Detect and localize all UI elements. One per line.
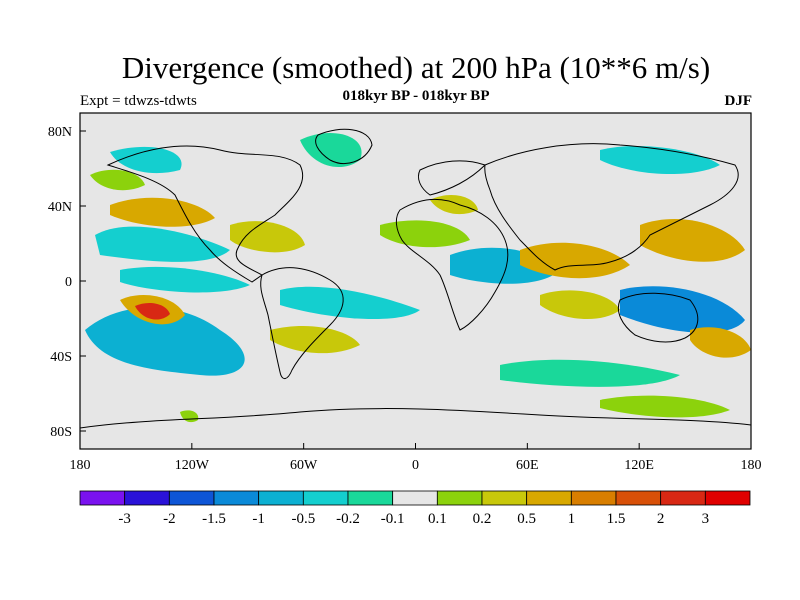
lat-tick-label: 40S bbox=[50, 350, 72, 365]
colorbar-swatch bbox=[302, 490, 349, 506]
colorbar-label: -2 bbox=[163, 511, 176, 527]
contour-patch bbox=[135, 302, 170, 320]
colorbar-swatch bbox=[615, 490, 662, 506]
contour-patch bbox=[640, 219, 745, 262]
colorbar: -3 -2 -1.5 -1 -0.5 -0.2 -0.1 0.1 0.2 0.5 1 1.5 2 3 bbox=[79, 490, 751, 527]
contour-patch bbox=[85, 307, 245, 376]
latitude-axis: 80N 40N 0 40S 80S bbox=[48, 125, 86, 440]
colorbar-swatch bbox=[347, 490, 394, 506]
contour-patch bbox=[280, 286, 420, 320]
plot-title: Divergence (smoothed) at 200 hPa (10**6 … bbox=[121, 50, 711, 85]
lon-tick-label: 120E bbox=[624, 458, 654, 473]
plot-subtitle: 018kyr BP - 018kyr BP bbox=[342, 88, 490, 104]
divergence-field bbox=[80, 128, 751, 429]
season-label: DJF bbox=[724, 93, 753, 109]
colorbar-label: -1 bbox=[252, 511, 265, 527]
lat-tick-label: 0 bbox=[65, 275, 72, 290]
colorbar-swatch bbox=[704, 490, 751, 506]
lat-tick-label: 80S bbox=[50, 425, 72, 440]
colorbar-swatch bbox=[392, 490, 438, 506]
contour-patch bbox=[120, 266, 250, 293]
colorbar-swatch bbox=[526, 490, 572, 506]
coastlines bbox=[80, 128, 751, 429]
colorbar-swatch bbox=[168, 490, 215, 506]
contour-patch bbox=[690, 327, 751, 358]
colorbar-swatch bbox=[660, 490, 706, 506]
colorbar-swatch bbox=[79, 490, 126, 506]
contour-patch bbox=[90, 169, 145, 191]
contour-patch bbox=[95, 226, 230, 262]
lat-tick-label: 80N bbox=[48, 125, 72, 140]
contour-patch bbox=[270, 325, 360, 354]
colorbar-label: 0.2 bbox=[473, 511, 492, 527]
lon-tick-label: 0 bbox=[412, 458, 419, 473]
lon-tick-label: 180 bbox=[70, 458, 91, 473]
contour-patch bbox=[110, 197, 215, 227]
colorbar-label: 1 bbox=[568, 511, 576, 527]
contour-patch bbox=[110, 146, 182, 174]
longitude-axis: 180 120W 60W 0 60E 120E 180 bbox=[70, 443, 762, 473]
colorbar-swatch bbox=[570, 490, 617, 506]
contour-patch bbox=[540, 290, 620, 320]
colorbar-label: 3 bbox=[702, 511, 710, 527]
lon-tick-label: 60W bbox=[290, 458, 318, 473]
contour-patch bbox=[600, 395, 730, 418]
colorbar-swatch bbox=[213, 490, 260, 506]
colorbar-swatch bbox=[436, 490, 483, 506]
lat-tick-label: 40N bbox=[48, 200, 72, 215]
colorbar-label: 2 bbox=[657, 511, 665, 527]
colorbar-label: 0.5 bbox=[517, 511, 536, 527]
contour-patch bbox=[230, 221, 305, 253]
lon-tick-label: 180 bbox=[741, 458, 762, 473]
colorbar-label: 1.5 bbox=[607, 511, 626, 527]
contour-patch bbox=[620, 286, 745, 333]
contour-patch bbox=[520, 242, 630, 279]
experiment-label: Expt = tdwzs-tdwts bbox=[80, 93, 197, 109]
colorbar-label: -0.5 bbox=[291, 511, 315, 527]
colorbar-swatch bbox=[481, 490, 528, 506]
lon-tick-label: 120W bbox=[175, 458, 210, 473]
contour-patch bbox=[500, 359, 680, 387]
colorbar-label: -1.5 bbox=[202, 511, 226, 527]
colorbar-label: -0.1 bbox=[381, 511, 405, 527]
colorbar-swatch bbox=[124, 490, 170, 506]
colorbar-swatch bbox=[258, 490, 304, 506]
colorbar-label: -3 bbox=[118, 511, 131, 527]
colorbar-label: -0.2 bbox=[336, 511, 360, 527]
lon-tick-label: 60E bbox=[516, 458, 539, 473]
colorbar-label: 0.1 bbox=[428, 511, 447, 527]
contour-patch bbox=[600, 145, 720, 175]
